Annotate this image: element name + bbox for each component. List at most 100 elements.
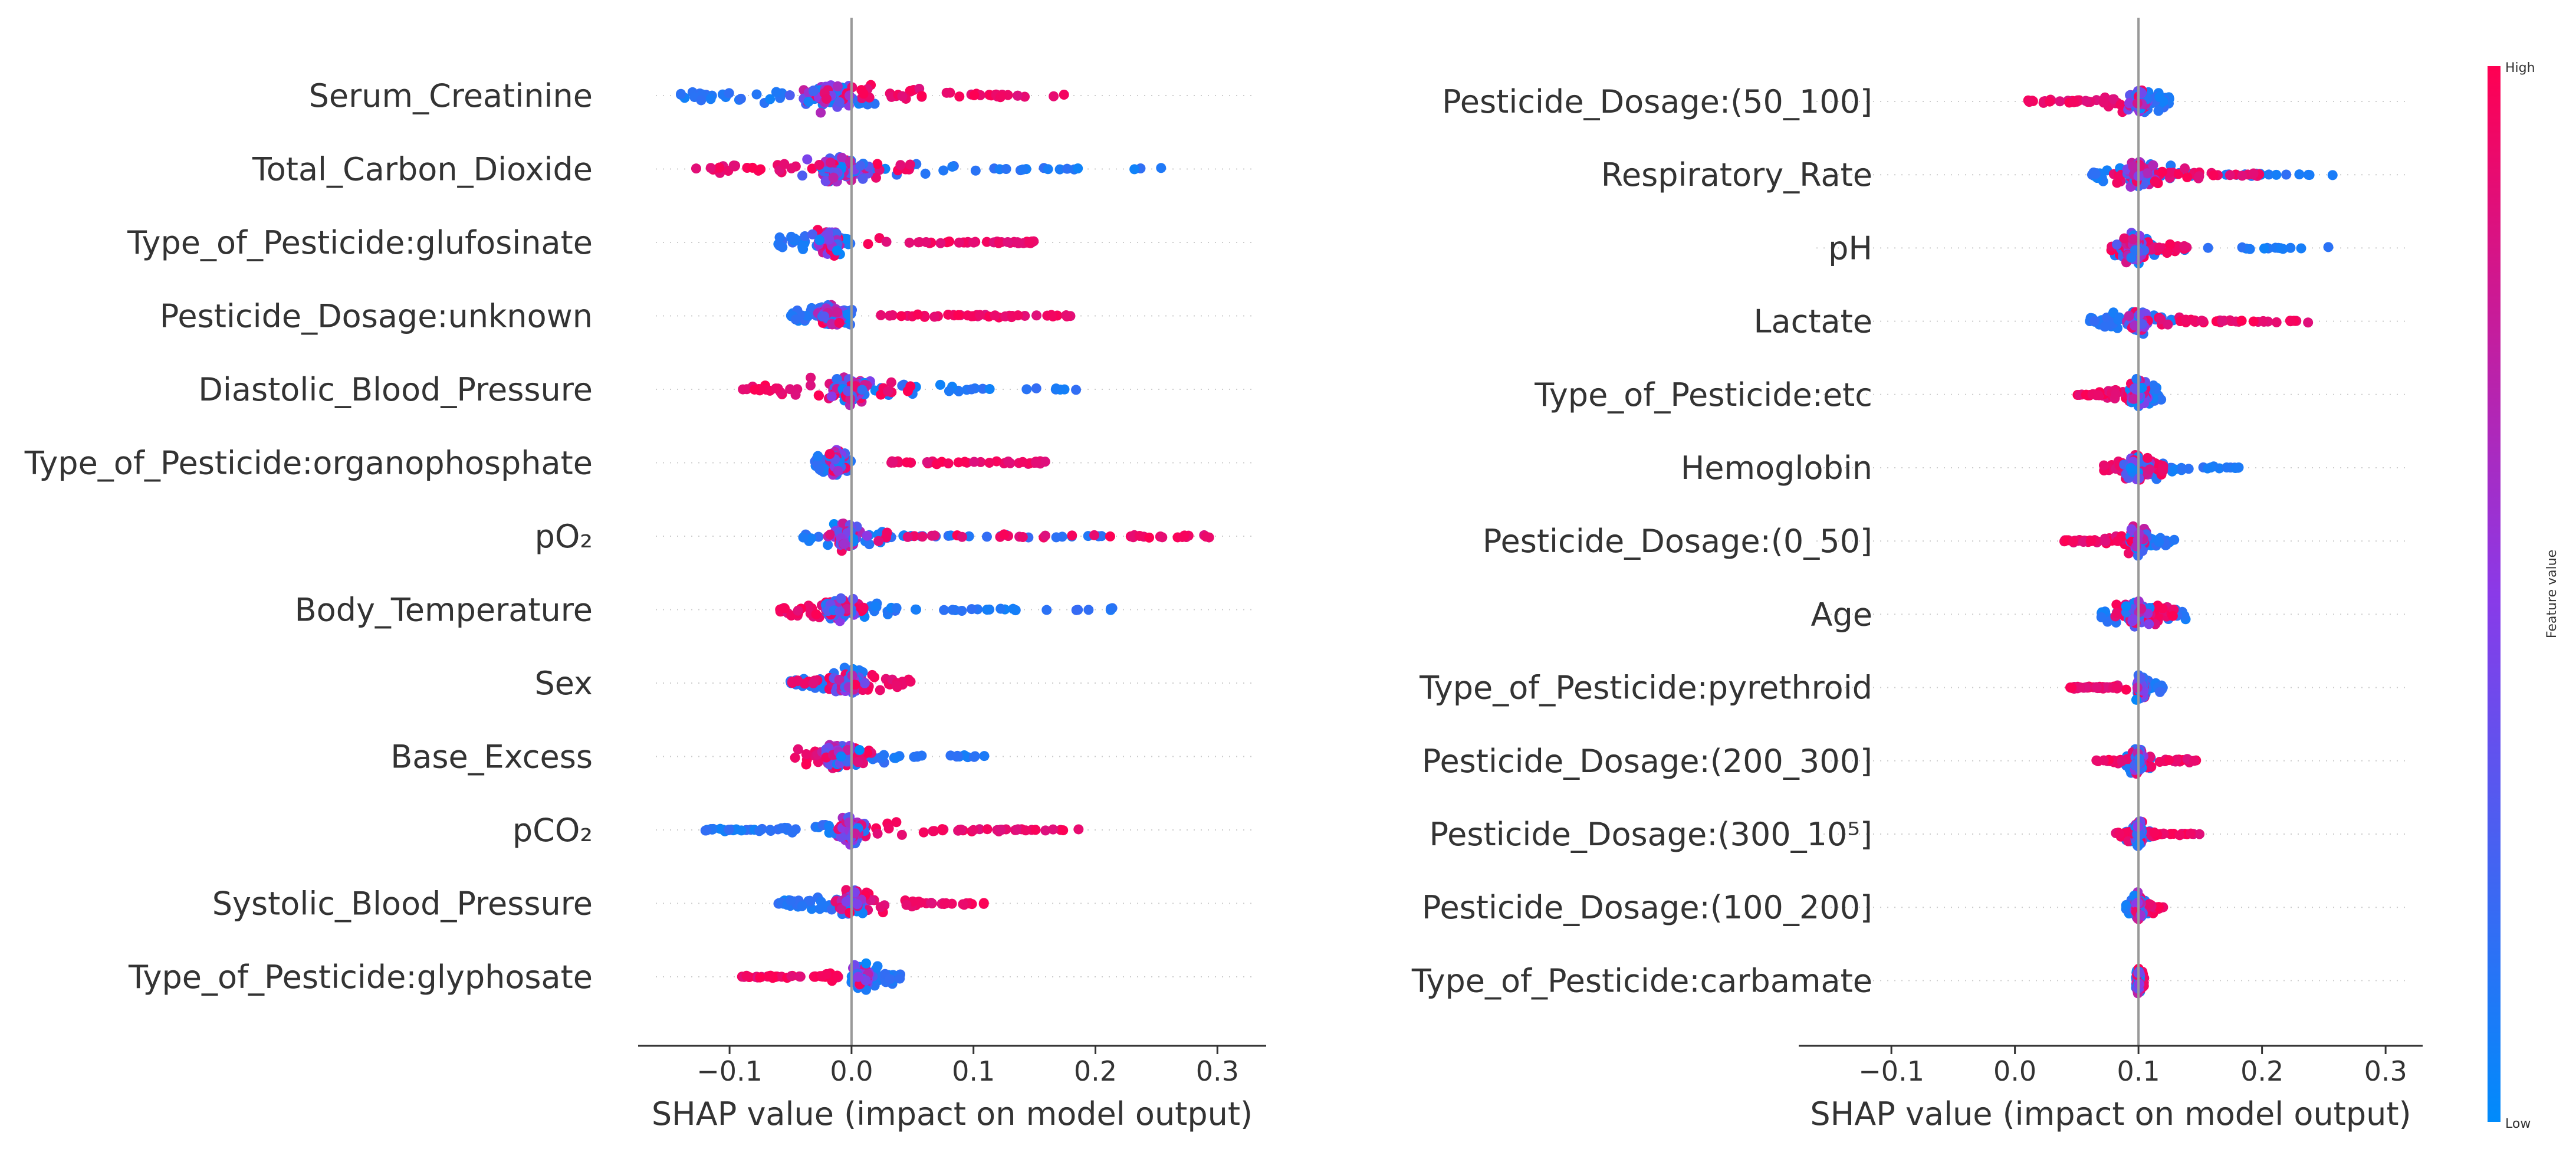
shap-dot <box>2055 96 2065 107</box>
shap-dot <box>2111 599 2122 610</box>
colorbar-high-label: High <box>2505 61 2535 76</box>
shap-dot <box>944 236 955 247</box>
shap-dot <box>2189 756 2200 766</box>
shap-dot <box>952 750 962 761</box>
shap-dot <box>755 164 766 175</box>
shap-dot <box>883 823 894 833</box>
shap-dot <box>780 603 790 613</box>
right-beeswarm-panel: Pesticide_Dosage:(50_100] Respiratory_Rat… <box>1411 18 2423 1133</box>
shap-dot <box>826 319 837 329</box>
shap-dot <box>811 609 822 619</box>
feature-label: Pesticide_Dosage:(50_100] <box>1442 83 1872 120</box>
shap-dot <box>786 971 797 982</box>
shap-dot <box>2294 169 2305 180</box>
feature-label: pO₂ <box>535 518 593 555</box>
shap-dot <box>2303 317 2314 328</box>
shap-dot <box>2114 829 2125 839</box>
shap-dot <box>842 309 853 320</box>
shap-dot <box>885 974 895 984</box>
shap-dot <box>2169 534 2180 545</box>
shap-dot <box>2144 464 2155 475</box>
shap-dot <box>833 465 843 476</box>
shap-dot <box>929 311 939 322</box>
shap-dot <box>2098 97 2109 108</box>
shap-dot <box>859 678 870 688</box>
shap-dot <box>902 386 913 396</box>
shap-dot <box>1017 164 1028 175</box>
shap-dot <box>842 745 853 756</box>
shap-dot <box>1071 385 1082 395</box>
shap-dot <box>2237 170 2248 181</box>
shap-dot <box>2248 168 2259 179</box>
shap-dot <box>2091 755 2102 766</box>
shap-dot <box>2155 687 2166 697</box>
x-tick-label: 0.1 <box>952 1055 995 1087</box>
shap-dot <box>1067 530 1077 541</box>
shap-dot <box>854 744 865 755</box>
x-axis-title: SHAP value (impact on model output) <box>1810 1095 2411 1133</box>
shap-dot <box>691 163 701 174</box>
shap-dot <box>921 237 931 247</box>
shap-dot <box>2263 169 2274 180</box>
x-tick-label: 0.2 <box>1074 1055 1117 1087</box>
shap-dot <box>2179 241 2190 251</box>
shap-dot <box>2024 97 2035 107</box>
shap-dot <box>2128 393 2139 404</box>
shap-dot <box>816 107 826 118</box>
shap-dot <box>741 970 752 981</box>
shap-dot <box>2194 171 2204 182</box>
shap-dot <box>2180 163 2190 174</box>
shap-dot <box>920 169 931 179</box>
shap-dot <box>891 753 901 763</box>
shap-dot <box>957 531 967 542</box>
shap-dot <box>911 604 921 615</box>
colorbar-low-label: Low <box>2505 1117 2531 1131</box>
shap-dot <box>2198 316 2209 327</box>
shap-dot <box>2167 611 2178 621</box>
shap-dot <box>797 170 807 181</box>
shap-dot <box>2154 242 2164 253</box>
shap-dot <box>797 901 807 911</box>
shap-dot <box>785 384 796 395</box>
shap-dot <box>872 961 883 972</box>
shap-dot <box>832 245 842 256</box>
shap-dot <box>1083 605 1094 615</box>
shap-dot <box>2112 608 2122 618</box>
shap-dot <box>916 750 927 761</box>
shap-dot <box>2099 321 2110 332</box>
shap-dot <box>2153 106 2164 116</box>
shap-dot <box>2110 389 2121 400</box>
shap-dot <box>996 91 1007 101</box>
shap-dot <box>969 90 980 100</box>
shap-dot <box>853 757 863 767</box>
shap-dot <box>839 539 850 549</box>
shap-dot <box>941 87 952 98</box>
shap-dot <box>857 908 868 918</box>
shap-dot <box>891 817 902 828</box>
shap-dot <box>2068 536 2078 547</box>
shap-dot <box>2045 96 2055 107</box>
shap-dot <box>886 377 896 388</box>
feature-label: Body_Temperature <box>295 592 593 629</box>
shap-dot <box>984 384 995 395</box>
shap-dot <box>832 81 843 91</box>
shap-dot <box>954 825 965 835</box>
shap-dot <box>2148 160 2158 170</box>
shap-dot <box>2166 829 2176 839</box>
shap-dot <box>2135 672 2145 683</box>
shap-dot <box>1059 384 1070 395</box>
shap-dot <box>1105 531 1115 541</box>
feature-label: Type_of_Pesticide:organophosphate <box>24 445 593 482</box>
shap-dot <box>814 904 825 914</box>
shap-dot <box>776 823 787 833</box>
shap-dot <box>836 904 847 914</box>
shap-dot <box>1031 310 1042 321</box>
shap-dot <box>825 529 836 540</box>
shap-dot <box>1073 163 1083 173</box>
shap-dot <box>834 606 845 617</box>
shap-dot <box>870 601 881 612</box>
shap-dot <box>844 817 855 828</box>
shap-dot <box>764 971 775 982</box>
shap-dot <box>765 94 776 104</box>
